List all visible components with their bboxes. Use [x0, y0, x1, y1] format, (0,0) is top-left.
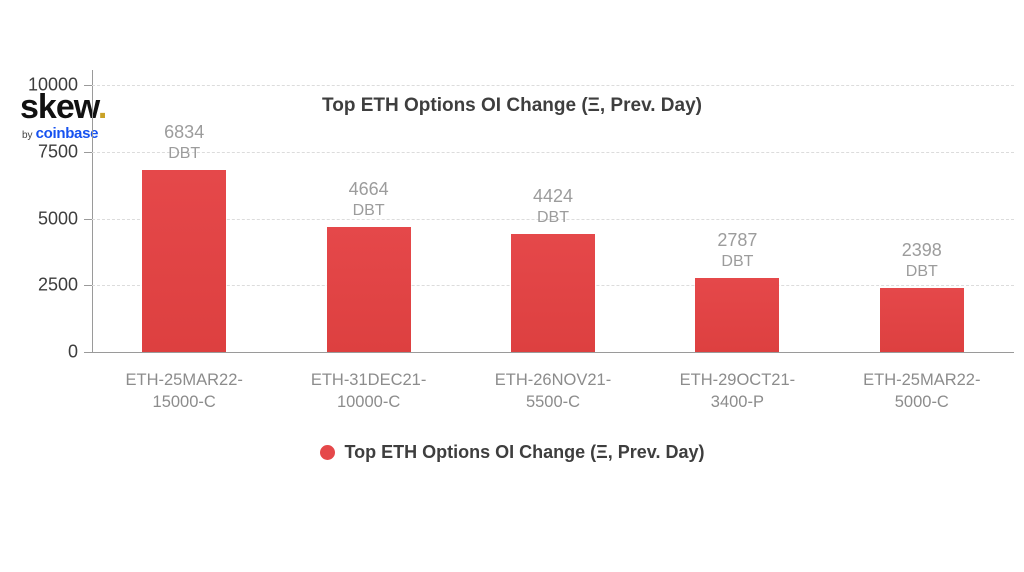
x-axis-label-ETH-25MAR22-15000-C: ETH-25MAR22- 15000-C [92, 369, 276, 413]
skew-logo[interactable]: skew. by coinbase [20, 90, 140, 142]
bar-value: 2398 [901, 239, 942, 260]
legend-marker-icon [319, 445, 335, 460]
bar-value: 4664 [348, 179, 389, 200]
bar-ETH-31DEC21-10000-C[interactable] [326, 227, 411, 352]
bar-ETH-29OCT21-3400-P[interactable] [695, 277, 780, 352]
bar-value: 4424 [532, 185, 574, 206]
x-axis-label-ETH-26NOV21-5500-C: ETH-26NOV21- 5500-C [461, 369, 645, 413]
x-axis-label-line: 10000-C [336, 393, 401, 411]
x-axis-label-line: ETH-25MAR22- [863, 371, 981, 389]
coinbase-byline: by coinbase [22, 126, 140, 142]
plot-area: 0 2500 5000 7500 10000 6834 DBT ETH-25MAR22- 150… [28, 70, 1014, 411]
bar-ETH-25MAR22-5000-C[interactable] [879, 287, 964, 352]
coinbase-wordmark: coinbase [35, 125, 99, 142]
bar-value-label-ETH-31DEC21-10000-C: 4664 DBT [289, 179, 449, 221]
byline-prefix: by [22, 130, 33, 141]
y-axis-label-0: 0 [67, 341, 78, 362]
bar-value-label-ETH-29OCT21-3400-P: 2787 DBT [657, 230, 817, 272]
x-axis-label-line: ETH-26NOV21- [494, 371, 612, 389]
y-axis-label-7500: 7500 [37, 141, 78, 162]
x-axis-label-line: ETH-31DEC21- [310, 371, 427, 389]
bar-value-unit: DBT [168, 144, 201, 162]
x-axis-label-line: ETH-29OCT21- [679, 371, 796, 389]
x-axis-label-ETH-25MAR22-5000-C: ETH-25MAR22- 5000-C [830, 369, 1014, 413]
y-axis-line [92, 70, 93, 353]
x-axis-label-line: 3400-P [710, 393, 764, 411]
x-axis-label-line: 15000-C [152, 393, 216, 411]
bar-value-label-ETH-26NOV21-5500-C: 4424 DBT [473, 186, 633, 228]
gridline-10000 [92, 85, 1014, 86]
bar-value-unit: DBT [721, 252, 754, 270]
bar-ETH-25MAR22-15000-C[interactable] [142, 169, 227, 352]
bar-value: 6834 [164, 121, 205, 142]
skew-logo-dot: . [97, 88, 108, 126]
legend[interactable]: Top ETH Options OI Change (Ξ, Prev. Day) [0, 442, 1024, 463]
bar-value-label-ETH-25MAR22-15000-C: 6834 DBT [104, 122, 264, 164]
y-axis-tick-0 [84, 352, 92, 353]
bar-ETH-26NOV21-5500-C[interactable] [511, 233, 595, 352]
bar-value-unit: DBT [352, 202, 385, 220]
bar-value-label-ETH-25MAR22-5000-C: 2398 DBT [842, 240, 1002, 282]
chart-title: Top ETH Options OI Change (Ξ, Prev. Day) [322, 95, 702, 116]
bar-value-unit: DBT [537, 208, 569, 226]
x-axis-label-line: 5500-C [525, 393, 581, 411]
y-axis-tick-2500 [84, 285, 92, 287]
x-axis-label-line: 5000-C [894, 393, 949, 411]
gridline-7500 [92, 151, 1014, 153]
bar-value-unit: DBT [905, 262, 938, 280]
bar-value: 2787 [717, 229, 758, 250]
y-axis-tick-7500 [84, 151, 92, 153]
y-axis-tick-10000 [84, 85, 92, 86]
x-axis-line [92, 352, 1014, 353]
y-axis-label-2500: 2500 [37, 274, 78, 295]
x-axis-label-ETH-29OCT21-3400-P: ETH-29OCT21- 3400-P [645, 369, 829, 413]
legend-label: Top ETH Options OI Change (Ξ, Prev. Day) [344, 442, 705, 462]
x-axis-label-line: ETH-25MAR22- [125, 371, 243, 389]
y-axis-label-10000: 10000 [27, 74, 78, 95]
y-axis-label-5000: 5000 [37, 208, 78, 228]
skew-logo-wordmark: skew. [20, 88, 108, 126]
y-axis-tick-5000 [84, 218, 92, 220]
gridline-5000 [92, 218, 1014, 220]
x-axis-label-ETH-31DEC21-10000-C: ETH-31DEC21- 10000-C [277, 369, 461, 413]
